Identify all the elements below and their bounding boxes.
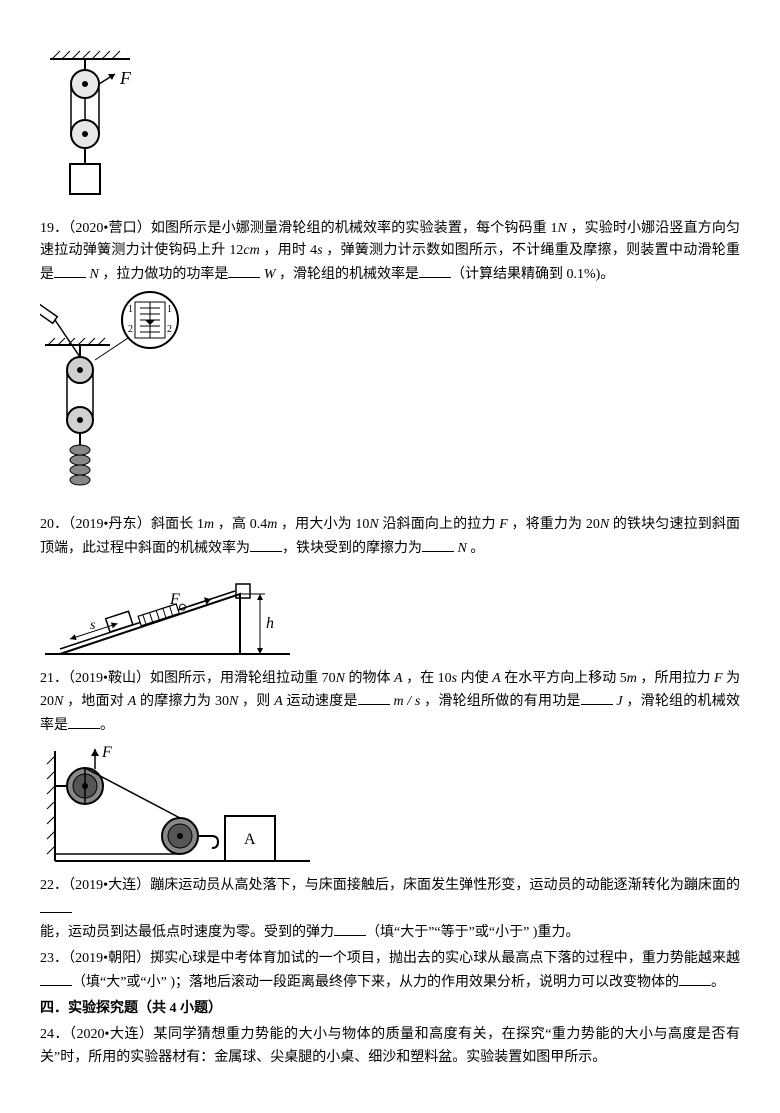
blank <box>422 537 454 552</box>
q24-source: （2020•大连） <box>69 1027 153 1042</box>
blank <box>40 898 72 913</box>
figure-q18: F <box>40 44 740 214</box>
blank <box>54 263 86 278</box>
q22-number: 22 <box>40 878 54 893</box>
q23-number: 23 <box>40 951 54 966</box>
question-23: 23．（2019•朝阳）掷实心球是中考体育加试的一个项目，抛出去的实心球从最高点… <box>40 948 740 994</box>
svg-text:1: 1 <box>128 304 133 315</box>
question-19: 19．（2020•营口）如图所示是小娜测量滑轮组的机械效率的实验装置，每个钩码重… <box>40 218 740 286</box>
svg-text:F: F <box>169 591 180 608</box>
svg-text:h: h <box>266 615 274 632</box>
blank <box>40 971 72 986</box>
q20-source: （2019•丹东） <box>68 517 151 532</box>
svg-text:F: F <box>101 744 112 761</box>
svg-text:A: A <box>244 831 256 848</box>
q23-source: （2019•朝阳） <box>68 951 150 966</box>
q19-source: （2020•营口） <box>68 221 151 236</box>
blank <box>581 690 613 705</box>
svg-text:F: F <box>119 68 132 88</box>
section-4-title: 四．实验探究题（共 4 小题） <box>40 998 740 1020</box>
q21-source: （2019•鞍山） <box>68 671 150 686</box>
q20-number: 20 <box>40 517 54 532</box>
q21-number: 21 <box>40 671 54 686</box>
blank <box>679 971 711 986</box>
svg-text:s: s <box>90 618 96 633</box>
question-21: 21．（2019•鞍山）如图所示，用滑轮组拉动重 70N 的物体 A ，在 10… <box>40 668 740 737</box>
q24-number: 24 <box>40 1027 54 1042</box>
svg-text:2: 2 <box>167 324 172 335</box>
figure-q21: F A <box>40 741 740 871</box>
question-22: 22．（2019•大连）蹦床运动员从高处落下，与床面接触后，床面发生弹性形变，运… <box>40 875 740 944</box>
svg-text:2: 2 <box>128 324 133 335</box>
q19-number: 19 <box>40 221 54 236</box>
blank <box>334 921 366 936</box>
blank <box>228 263 260 278</box>
svg-text:1: 1 <box>167 304 172 315</box>
question-20: 20．（2019•丹东）斜面长 1m ，高 0.4m ，用大小为 10N 沿斜面… <box>40 514 740 560</box>
question-24: 24．（2020•大连）某同学猜想重力势能的大小与物体的质量和高度有关，在探究“… <box>40 1024 740 1069</box>
blank <box>68 714 100 729</box>
blank <box>358 690 390 705</box>
blank <box>419 263 451 278</box>
figure-q20: F s h <box>40 564 740 664</box>
figure-q19: 1 2 1 2 <box>40 290 740 510</box>
q22-source: （2019•大连） <box>68 878 150 893</box>
blank <box>250 537 282 552</box>
